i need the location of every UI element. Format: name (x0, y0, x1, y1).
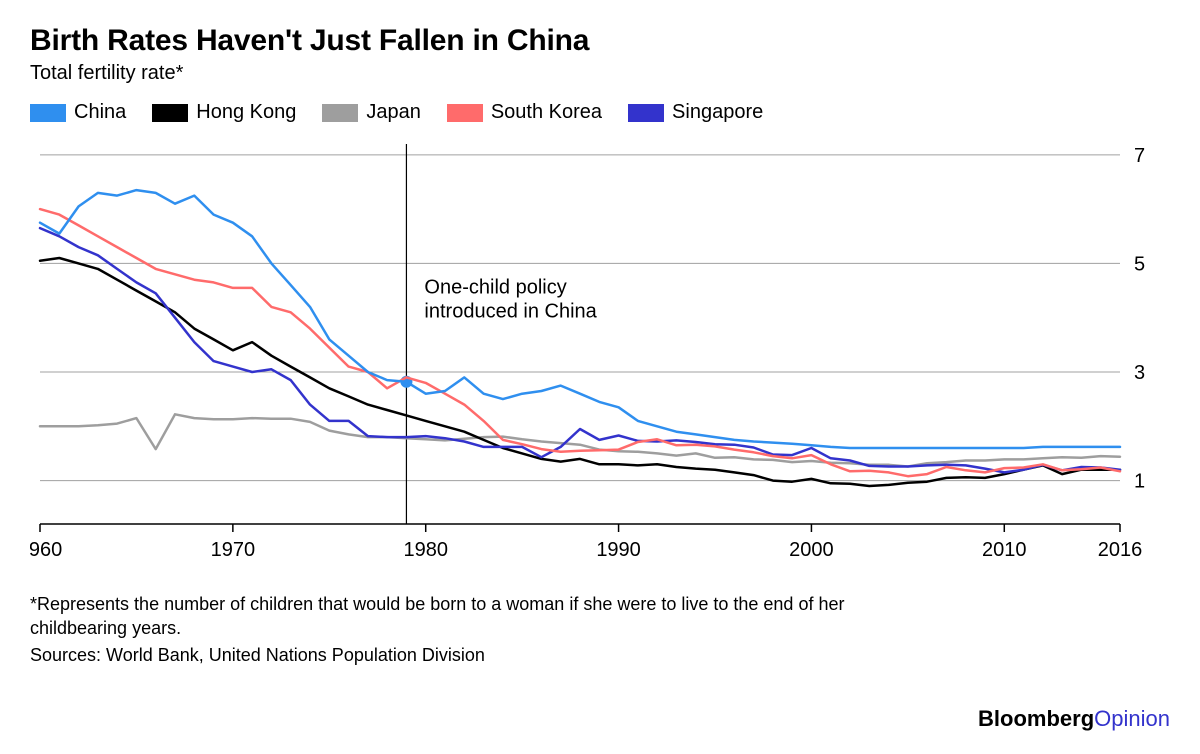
sources: Sources: World Bank, United Nations Popu… (30, 645, 1170, 666)
svg-text:7: 7 (1134, 145, 1145, 167)
brand-main: Bloomberg (978, 706, 1094, 731)
svg-text:1960: 1960 (30, 539, 62, 561)
svg-text:1: 1 (1134, 471, 1145, 493)
svg-text:2000: 2000 (789, 539, 834, 561)
legend-swatch (628, 104, 664, 122)
svg-text:2010: 2010 (982, 539, 1026, 561)
legend-swatch (322, 104, 358, 122)
legend-label: Hong Kong (196, 101, 296, 124)
legend-item: Japan (322, 101, 421, 124)
legend-item: China (30, 101, 126, 124)
legend-swatch (152, 104, 188, 122)
svg-text:3: 3 (1134, 362, 1145, 384)
legend: China Hong Kong Japan South Korea Singapore (30, 101, 1170, 124)
brand-sub: Opinion (1094, 706, 1170, 731)
legend-item: South Korea (447, 101, 602, 124)
legend-item: Hong Kong (152, 101, 296, 124)
legend-swatch (447, 104, 483, 122)
legend-item: Singapore (628, 101, 763, 124)
footnote: *Represents the number of children that … (30, 592, 910, 641)
legend-label: Japan (366, 101, 421, 124)
legend-swatch (30, 104, 66, 122)
svg-text:1990: 1990 (596, 539, 641, 561)
page-title: Birth Rates Haven't Just Fallen in China (30, 24, 1170, 58)
svg-text:1970: 1970 (211, 539, 256, 561)
brand-logo: BloombergOpinion (978, 706, 1170, 732)
svg-text:2016: 2016 (1098, 539, 1143, 561)
chart-container: Birth Rates Haven't Just Fallen in China… (0, 0, 1200, 754)
legend-label: South Korea (491, 101, 602, 124)
svg-text:One-child policy: One-child policy (424, 276, 566, 298)
svg-text:introduced in China: introduced in China (424, 300, 597, 322)
legend-label: China (74, 101, 126, 124)
line-chart: 1 3 5 7 1960 1970 1980 1990 2000 2010 2016 One-chil… (30, 134, 1170, 574)
svg-text:5: 5 (1134, 253, 1145, 275)
subtitle: Total fertility rate* (30, 62, 1170, 85)
svg-text:1980: 1980 (403, 539, 448, 561)
legend-label: Singapore (672, 101, 763, 124)
